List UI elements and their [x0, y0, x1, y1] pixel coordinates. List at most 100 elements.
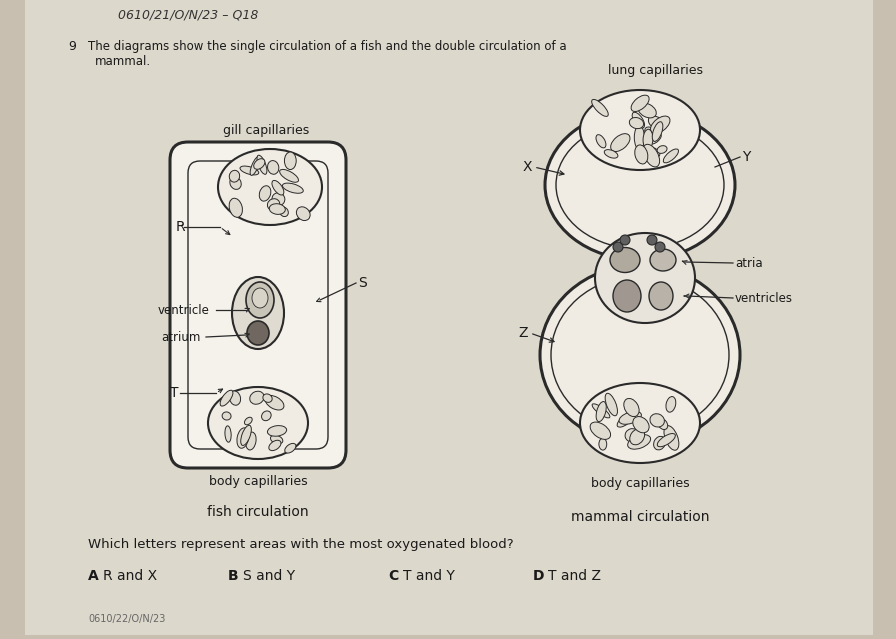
Ellipse shape: [272, 180, 284, 195]
Ellipse shape: [596, 401, 607, 422]
Ellipse shape: [663, 149, 678, 163]
Text: Y: Y: [742, 150, 750, 164]
Ellipse shape: [652, 121, 663, 141]
Ellipse shape: [624, 399, 639, 417]
Ellipse shape: [657, 146, 667, 153]
Text: mammal.: mammal.: [95, 55, 151, 68]
Ellipse shape: [265, 396, 284, 410]
Text: 0610/22/O/N/23: 0610/22/O/N/23: [88, 614, 166, 624]
Ellipse shape: [633, 417, 649, 433]
Ellipse shape: [628, 435, 650, 449]
Ellipse shape: [613, 242, 623, 252]
Ellipse shape: [629, 118, 643, 128]
Text: T and Y: T and Y: [403, 569, 455, 583]
Ellipse shape: [650, 413, 665, 427]
Ellipse shape: [599, 438, 607, 450]
Text: body capillaries: body capillaries: [590, 477, 689, 490]
Ellipse shape: [262, 411, 271, 420]
Ellipse shape: [617, 414, 633, 427]
Ellipse shape: [666, 397, 676, 412]
Ellipse shape: [229, 391, 241, 405]
Ellipse shape: [650, 134, 661, 144]
Ellipse shape: [245, 417, 252, 425]
Text: X: X: [522, 160, 532, 174]
Ellipse shape: [643, 129, 653, 150]
Ellipse shape: [263, 394, 272, 403]
Ellipse shape: [634, 126, 644, 150]
Ellipse shape: [269, 440, 281, 450]
Text: The diagrams show the single circulation of a fish and the double circulation of: The diagrams show the single circulation…: [88, 40, 566, 53]
Ellipse shape: [247, 321, 269, 345]
Text: fish circulation: fish circulation: [207, 505, 309, 519]
Ellipse shape: [604, 150, 618, 158]
Text: C: C: [388, 569, 398, 583]
Text: T and Z: T and Z: [548, 569, 601, 583]
Ellipse shape: [633, 112, 644, 128]
Text: mammal circulation: mammal circulation: [571, 510, 710, 524]
Ellipse shape: [605, 393, 617, 416]
Text: T: T: [170, 386, 178, 400]
Ellipse shape: [259, 186, 271, 201]
Ellipse shape: [645, 127, 657, 140]
Text: atrium: atrium: [161, 330, 201, 344]
Text: D: D: [533, 569, 545, 583]
Ellipse shape: [610, 247, 640, 272]
Text: body capillaries: body capillaries: [209, 475, 307, 488]
Ellipse shape: [297, 207, 310, 220]
Ellipse shape: [257, 155, 267, 174]
Text: S and Y: S and Y: [243, 569, 295, 583]
Ellipse shape: [241, 425, 252, 445]
Ellipse shape: [284, 152, 297, 169]
Ellipse shape: [545, 110, 735, 260]
Ellipse shape: [658, 419, 668, 429]
Ellipse shape: [649, 116, 665, 130]
Ellipse shape: [650, 116, 670, 134]
Ellipse shape: [664, 426, 679, 450]
Text: S: S: [358, 276, 366, 290]
Text: ventricle: ventricle: [158, 304, 210, 316]
Ellipse shape: [229, 198, 243, 217]
Ellipse shape: [643, 144, 659, 167]
Ellipse shape: [254, 158, 265, 169]
Ellipse shape: [649, 282, 673, 310]
Text: gill capillaries: gill capillaries: [223, 124, 309, 137]
Ellipse shape: [540, 265, 740, 445]
Ellipse shape: [590, 422, 610, 440]
Ellipse shape: [285, 443, 296, 453]
Ellipse shape: [650, 249, 676, 271]
Text: R: R: [176, 220, 185, 234]
Ellipse shape: [271, 435, 283, 444]
Ellipse shape: [619, 412, 642, 424]
Ellipse shape: [268, 160, 279, 174]
Ellipse shape: [246, 432, 256, 450]
Ellipse shape: [634, 145, 648, 164]
FancyBboxPatch shape: [170, 142, 346, 468]
Text: ventricles: ventricles: [735, 291, 793, 305]
Ellipse shape: [655, 242, 665, 252]
Ellipse shape: [280, 169, 298, 182]
Text: R and X: R and X: [103, 569, 157, 583]
Text: Which letters represent areas with the most oxygenated blood?: Which letters represent areas with the m…: [88, 538, 513, 551]
Text: B: B: [228, 569, 238, 583]
Ellipse shape: [638, 103, 656, 118]
Ellipse shape: [282, 183, 303, 193]
Ellipse shape: [653, 436, 666, 450]
Ellipse shape: [580, 383, 700, 463]
Ellipse shape: [658, 433, 676, 447]
Ellipse shape: [218, 149, 322, 225]
Ellipse shape: [225, 426, 231, 442]
Text: 0610/21/O/N/23 – Q18: 0610/21/O/N/23 – Q18: [118, 8, 258, 21]
Ellipse shape: [270, 204, 285, 214]
Ellipse shape: [220, 390, 233, 406]
Ellipse shape: [240, 166, 259, 175]
Text: Z: Z: [519, 326, 528, 340]
Ellipse shape: [272, 193, 285, 206]
Ellipse shape: [250, 157, 260, 175]
Ellipse shape: [208, 387, 308, 459]
Ellipse shape: [232, 277, 284, 349]
Text: A: A: [88, 569, 99, 583]
Ellipse shape: [580, 90, 700, 170]
Text: atria: atria: [735, 256, 762, 270]
Ellipse shape: [631, 95, 649, 111]
Ellipse shape: [625, 429, 639, 442]
